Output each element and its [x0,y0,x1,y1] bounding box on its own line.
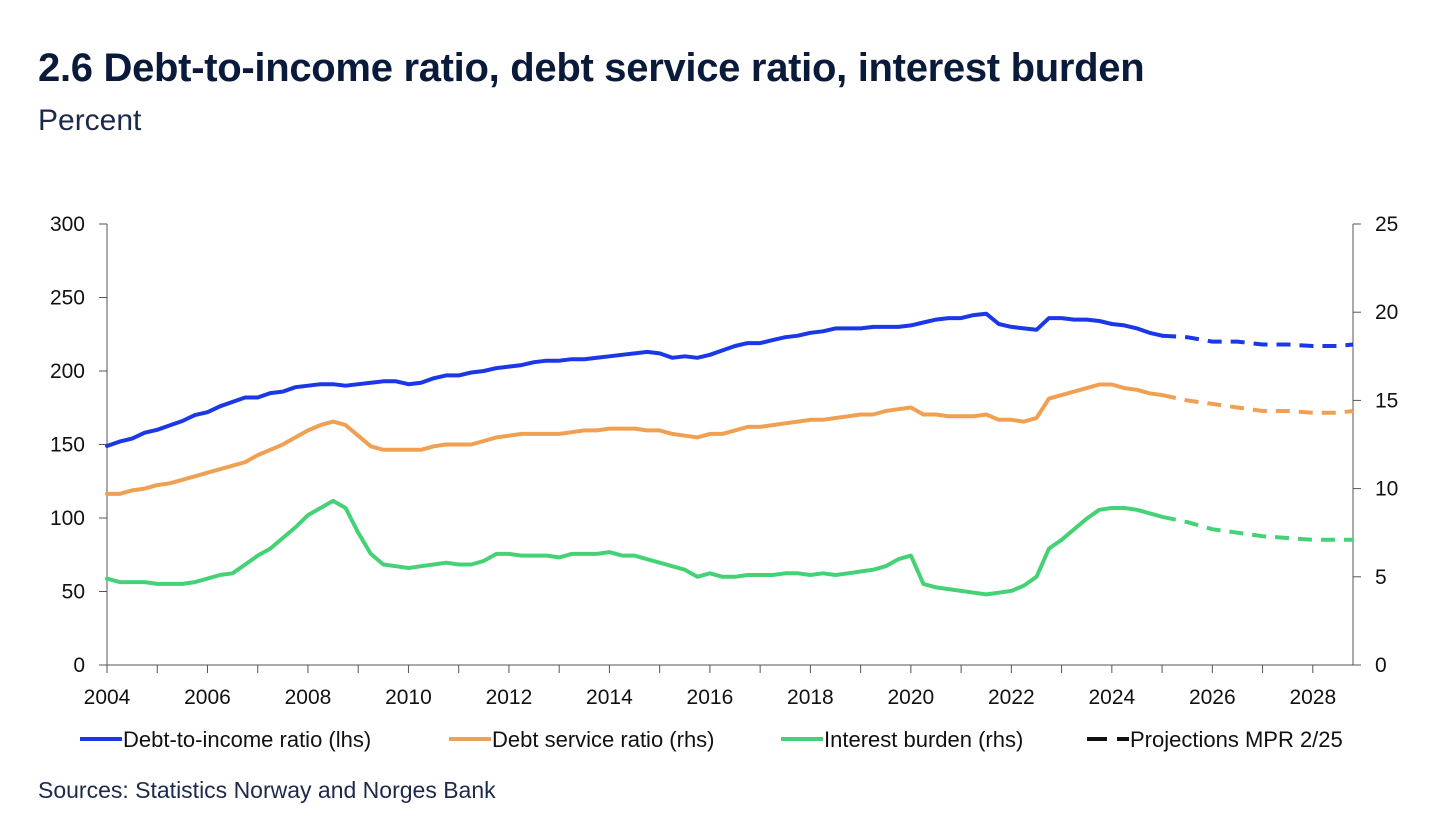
x-tick-label: 2024 [1088,686,1135,709]
interest-burden-projection-line [1161,514,1353,542]
x-tick-label: 2016 [687,686,734,709]
x-tick-label: 2018 [787,686,834,709]
left-tick-label: 0 [73,654,85,677]
right-tick-label: 20 [1375,301,1398,324]
right-tick-label: 10 [1375,478,1398,501]
left-tick-label: 50 [62,581,85,604]
debt-to-income-line [105,311,1165,448]
x-tick-label: 2004 [84,686,131,709]
x-tick-label: 2020 [888,686,935,709]
x-tick-label: 2028 [1289,686,1336,709]
legend-label-interest-burden: Interest burden (rhs) [824,727,1023,752]
x-tick-label: 2026 [1189,686,1236,709]
debt-service-line [105,382,1165,496]
chart-axes: 0 50 100 150 200 250 300 0 5 10 15 20 25 2004 2006 2008… [50,213,1398,709]
x-tick-label: 2014 [586,686,633,709]
left-tick-label: 150 [50,434,85,457]
right-tick-label: 15 [1375,389,1398,412]
debt-to-income-projection-line [1161,333,1354,348]
x-tick-label: 2010 [385,686,432,709]
right-tick-label: 5 [1375,566,1387,589]
left-tick-label: 300 [50,213,85,236]
x-tick-label: 2008 [285,686,332,709]
left-tick-label: 100 [50,507,85,530]
x-tick-label: 2022 [988,686,1035,709]
chart-subtitle: Percent [38,104,142,137]
left-tick-label: 250 [50,287,85,310]
right-tick-label: 0 [1375,654,1387,677]
x-tick-label: 2012 [486,686,533,709]
left-tick-label: 200 [50,360,85,383]
legend-label-projection: Projections MPR 2/25 [1130,727,1343,752]
chart-series [105,311,1354,597]
right-tick-label: 25 [1375,213,1398,236]
debt-service-projection-line [1161,393,1354,415]
legend-label-debt-to-income: Debt-to-income ratio (lhs) [123,727,371,752]
chart-title: 2.6 Debt-to-income ratio, debt service r… [38,46,1145,90]
interest-burden-line [105,498,1165,597]
chart-legend: Debt-to-income ratio (lhs) Debt service r… [80,727,1343,752]
x-tick-label: 2006 [184,686,231,709]
source-note: Sources: Statistics Norway and Norges Ba… [38,777,496,803]
legend-label-debt-service: Debt service ratio (rhs) [492,727,715,752]
